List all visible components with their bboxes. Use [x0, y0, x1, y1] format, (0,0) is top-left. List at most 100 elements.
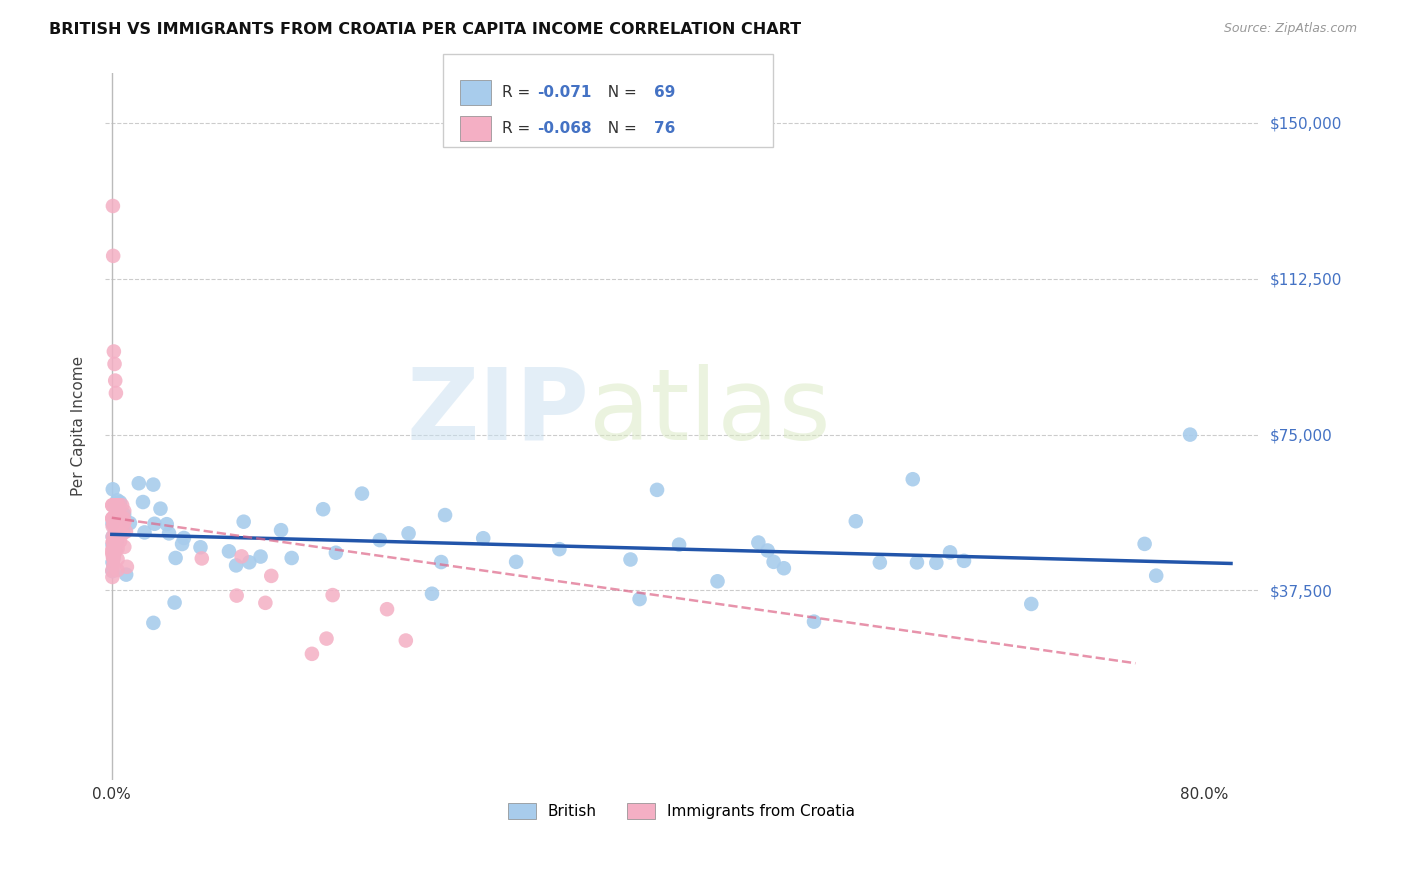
Text: R =: R = [502, 121, 536, 136]
Point [101, 564, 124, 578]
Point [1019, 597, 1042, 611]
Point [142, 615, 165, 630]
Point [434, 508, 457, 522]
Point [548, 542, 571, 557]
Point [104, 526, 127, 541]
Point [420, 587, 443, 601]
Point [325, 546, 347, 560]
Point [115, 524, 138, 539]
Point [104, 374, 127, 388]
Point [249, 549, 271, 564]
Point [105, 493, 128, 508]
Text: N =: N = [598, 121, 641, 136]
Point [107, 563, 129, 577]
Point [101, 511, 124, 525]
Point [107, 508, 129, 523]
Point [107, 508, 129, 522]
Point [112, 504, 135, 518]
Point [706, 574, 728, 589]
Point [101, 519, 124, 533]
Point [104, 543, 127, 558]
Point [108, 498, 131, 512]
Point [156, 517, 179, 532]
Point [118, 516, 141, 530]
Point [668, 538, 690, 552]
Point [925, 556, 948, 570]
Point [101, 483, 124, 497]
Point [101, 529, 124, 543]
Point [142, 477, 165, 491]
Point [107, 524, 129, 538]
Point [939, 545, 962, 559]
Point [231, 549, 253, 564]
Point [101, 498, 124, 512]
Point [103, 545, 125, 559]
Point [105, 524, 128, 539]
Point [103, 552, 125, 566]
Text: atlas: atlas [589, 364, 831, 460]
Point [112, 515, 135, 529]
Point [905, 556, 928, 570]
Point [103, 515, 125, 529]
Point [143, 516, 166, 531]
Point [101, 535, 124, 549]
Point [101, 530, 124, 544]
Point [645, 483, 668, 497]
Point [108, 534, 131, 549]
Text: -0.071: -0.071 [537, 86, 592, 101]
Point [756, 543, 779, 558]
Point [163, 596, 186, 610]
Point [105, 498, 128, 512]
Point [103, 509, 125, 524]
Point [103, 549, 125, 564]
Point [101, 550, 124, 565]
Point [260, 569, 283, 583]
Point [128, 476, 150, 491]
Point [149, 501, 172, 516]
Point [762, 555, 785, 569]
Point [115, 559, 138, 574]
Point [225, 558, 247, 573]
Point [191, 551, 214, 566]
Point [107, 541, 129, 556]
Point [107, 552, 129, 566]
Point [112, 515, 135, 529]
Point [112, 511, 135, 525]
Point [322, 588, 344, 602]
Point [628, 592, 651, 607]
Point [101, 564, 124, 578]
Point [953, 554, 976, 568]
Point [315, 632, 337, 646]
Point [101, 570, 124, 584]
Point [165, 551, 187, 566]
Point [101, 542, 124, 557]
Point [134, 525, 156, 540]
Point [845, 514, 868, 528]
Point [115, 567, 138, 582]
Point [103, 541, 125, 556]
Point [105, 532, 128, 546]
Point [747, 535, 769, 549]
Point [112, 525, 135, 540]
Point [869, 556, 891, 570]
Point [1133, 537, 1156, 551]
Point [104, 499, 127, 513]
Point [103, 344, 125, 359]
Point [101, 511, 124, 525]
Point [395, 633, 418, 648]
Point [105, 523, 128, 537]
Point [505, 555, 527, 569]
Point [101, 545, 124, 559]
Text: 69: 69 [654, 86, 675, 101]
Point [108, 495, 131, 509]
Point [105, 498, 128, 512]
Point [103, 357, 125, 371]
Point [103, 519, 125, 533]
Point [173, 531, 195, 545]
Point [103, 541, 125, 556]
Text: BRITISH VS IMMIGRANTS FROM CROATIA PER CAPITA INCOME CORRELATION CHART: BRITISH VS IMMIGRANTS FROM CROATIA PER C… [49, 22, 801, 37]
Point [110, 513, 132, 527]
Point [103, 547, 125, 561]
Point [803, 615, 825, 629]
Point [170, 537, 193, 551]
